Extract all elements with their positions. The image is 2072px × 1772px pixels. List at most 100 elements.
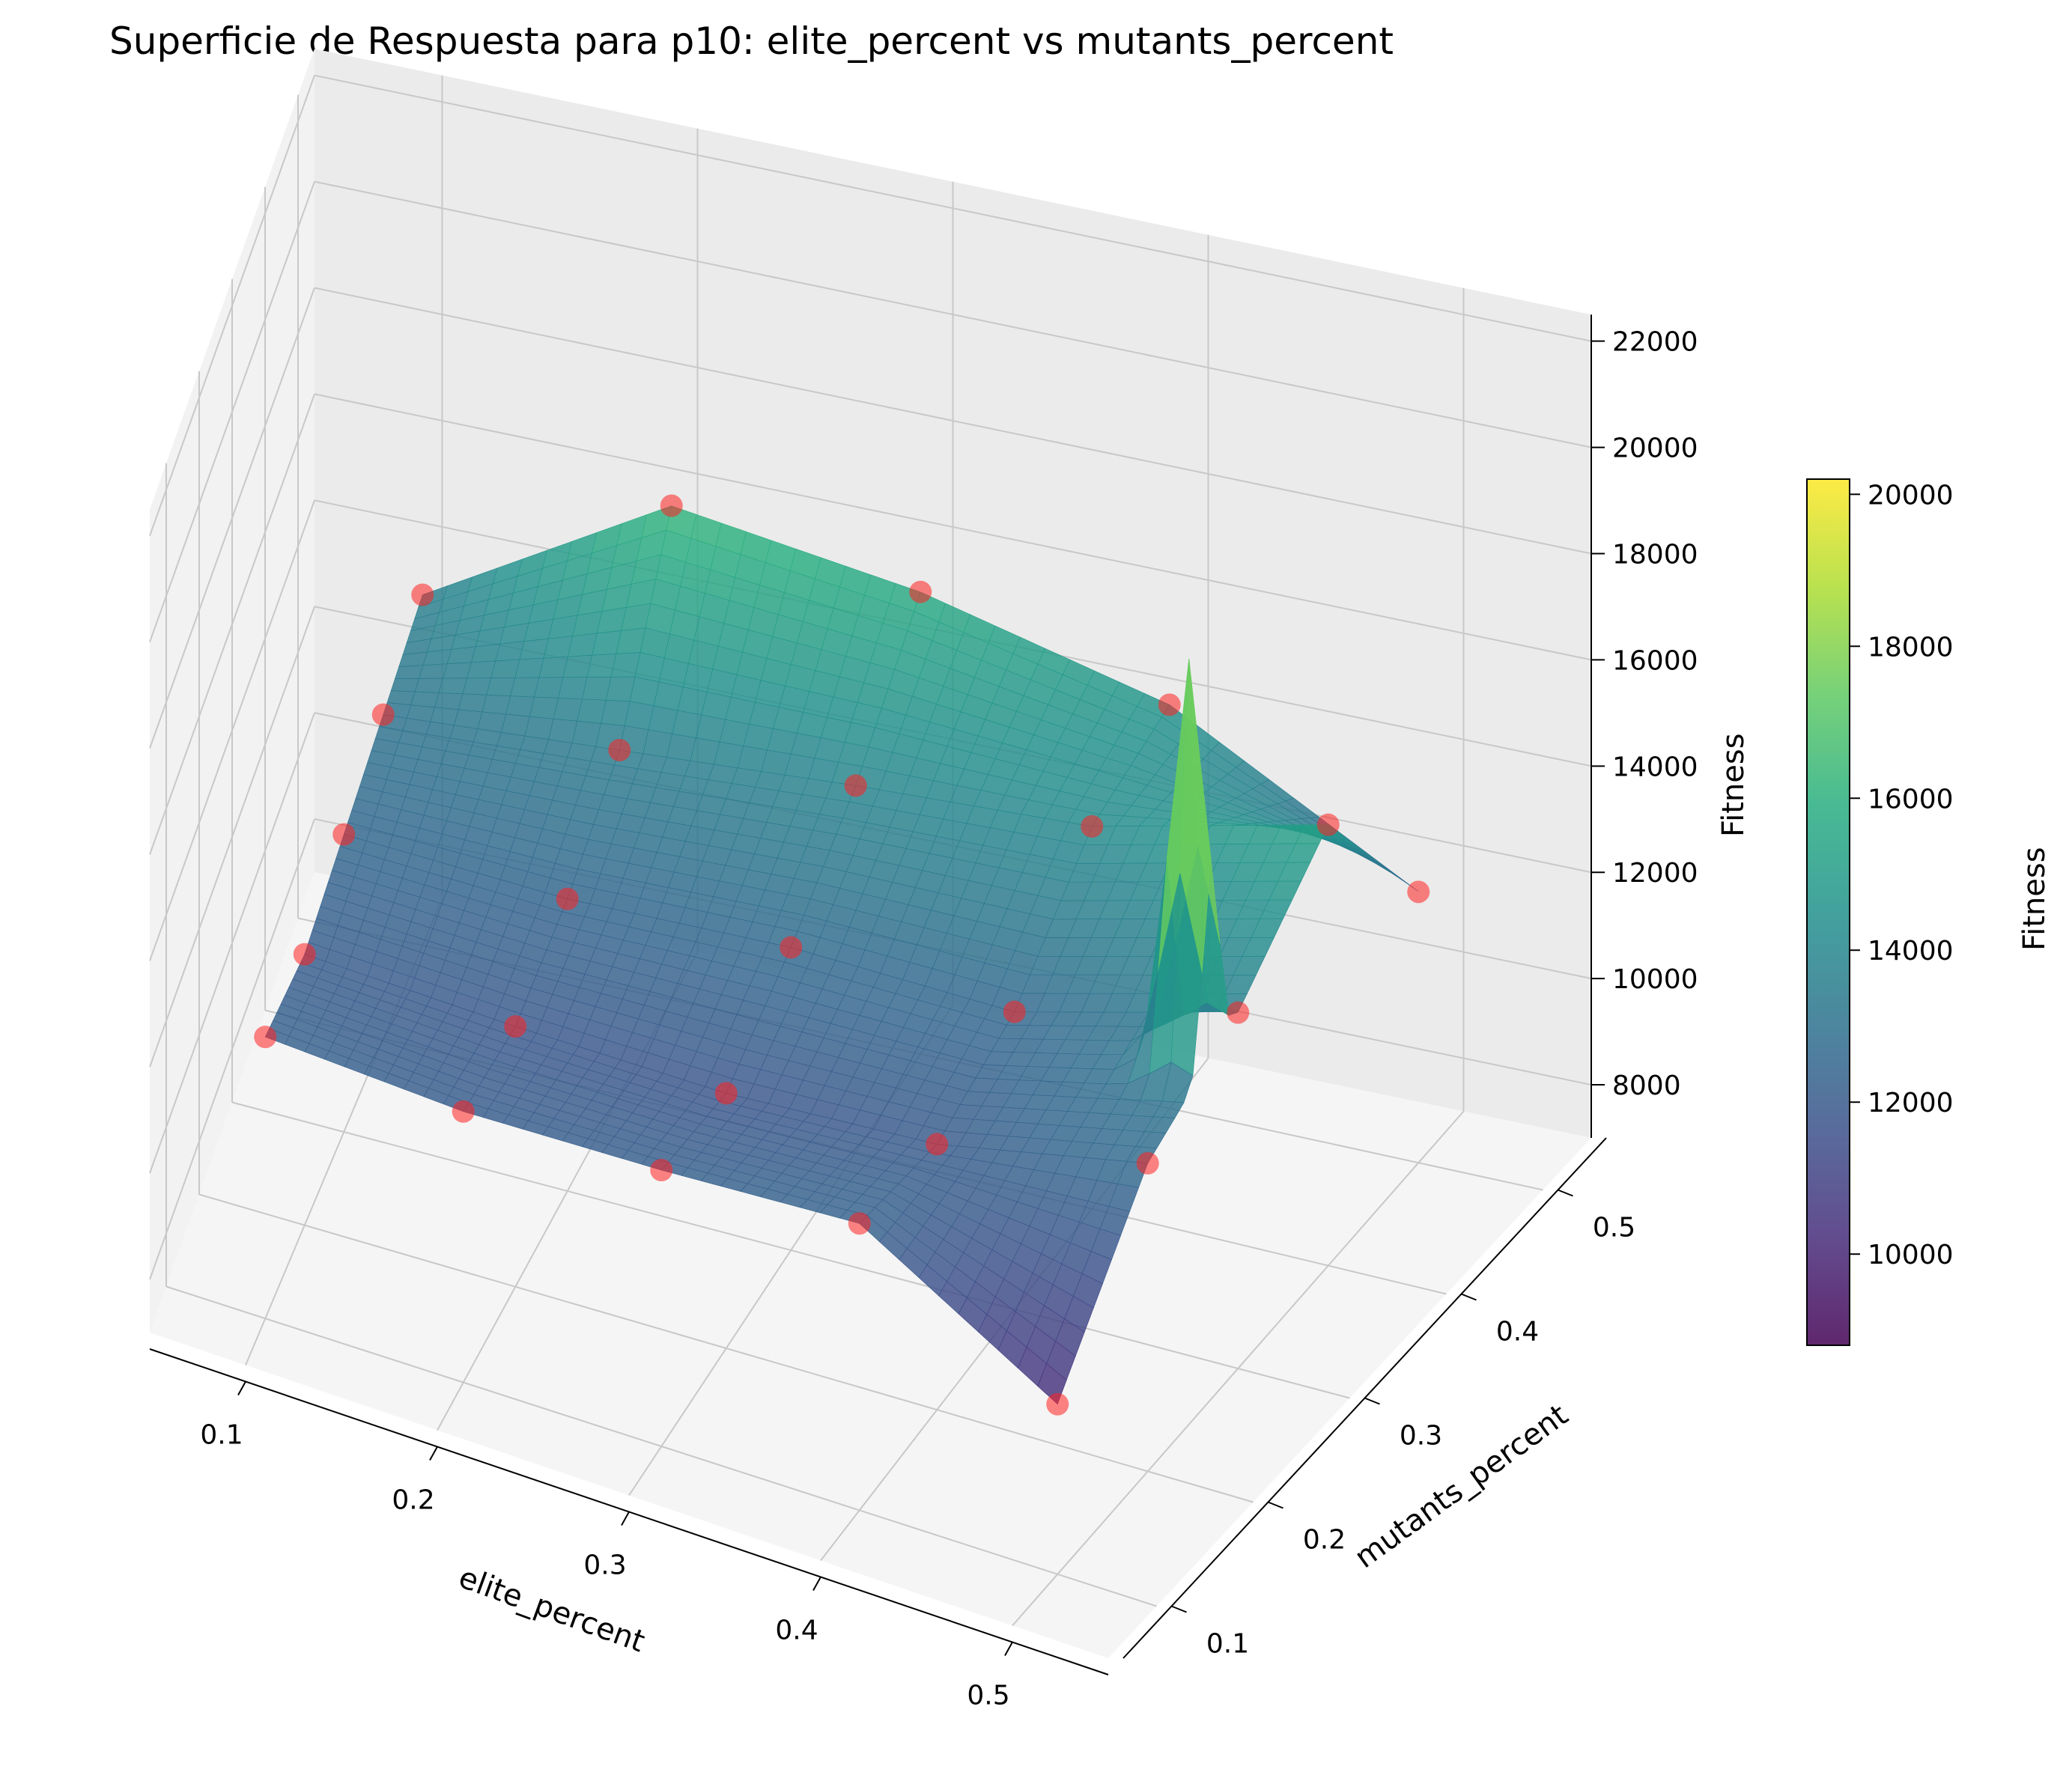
x-tick-label: 0.2 bbox=[392, 1485, 434, 1516]
colorbar-gradient bbox=[1806, 478, 1850, 1346]
data-point bbox=[1003, 1000, 1026, 1023]
surface-facet bbox=[467, 660, 496, 679]
surface-facet bbox=[458, 693, 487, 713]
grid-line bbox=[149, 818, 315, 1280]
surface-facet bbox=[390, 678, 419, 692]
y-tick-label: 0.1 bbox=[1206, 1629, 1249, 1660]
x-tick-label: 0.5 bbox=[967, 1681, 1009, 1711]
x-tick bbox=[621, 1511, 630, 1526]
colorbar-tick-label: 18000 bbox=[1868, 632, 1954, 663]
surface-facet bbox=[490, 659, 520, 678]
colorbar: 10000 12000 14000 16000 18000 20000 bbox=[1806, 478, 1954, 1346]
grid-line bbox=[149, 606, 315, 1068]
y-tick-label: 0.3 bbox=[1400, 1421, 1442, 1452]
y-tick bbox=[1268, 1501, 1283, 1509]
colorbar-tick-label: 14000 bbox=[1868, 936, 1954, 966]
axes: 0.1 0.2 0.3 0.4 0.5 0.1 0.2 0.3 0.4 0.5 8000 10000 1… bbox=[149, 314, 1698, 1711]
grid-line bbox=[314, 180, 1592, 448]
colorbar-label: Fitness bbox=[2017, 847, 2052, 951]
grid-line bbox=[165, 1285, 1157, 1607]
colorbar-tick-label: 16000 bbox=[1868, 784, 1954, 815]
response-surface bbox=[264, 505, 1419, 1405]
data-point bbox=[608, 738, 631, 761]
y-tick-label: 0.4 bbox=[1496, 1317, 1539, 1348]
data-point bbox=[1158, 693, 1181, 716]
y-tick bbox=[1171, 1605, 1187, 1613]
surface-facet bbox=[410, 691, 440, 708]
data-point bbox=[1136, 1151, 1159, 1175]
data-point bbox=[332, 823, 356, 846]
grid-line bbox=[149, 499, 315, 961]
x-tick bbox=[812, 1577, 821, 1591]
y-tick bbox=[1558, 1189, 1573, 1197]
surface-facet bbox=[524, 716, 554, 740]
z-tick-label: 12000 bbox=[1612, 858, 1698, 889]
surface-facet bbox=[481, 694, 511, 715]
surface-facet bbox=[510, 677, 540, 698]
data-point bbox=[1316, 813, 1340, 836]
surface-facet bbox=[443, 662, 472, 679]
z-tick-label: 18000 bbox=[1612, 539, 1698, 570]
data-point bbox=[254, 1026, 277, 1049]
x-tick-label: 0.3 bbox=[583, 1550, 626, 1581]
z-axis-label: Fitness bbox=[1716, 733, 1751, 837]
colorbar-tick-label: 20000 bbox=[1868, 480, 1954, 511]
data-point bbox=[926, 1133, 949, 1156]
data-point bbox=[1407, 880, 1430, 904]
data-point bbox=[1227, 1001, 1250, 1024]
surface-facet bbox=[395, 665, 424, 679]
surface-facet bbox=[438, 678, 468, 695]
data-point bbox=[504, 1015, 527, 1038]
grid-line bbox=[149, 394, 315, 855]
colorbar-tick-label: 12000 bbox=[1868, 1088, 1954, 1118]
y-tick bbox=[1364, 1397, 1380, 1405]
x-tick-label: 0.4 bbox=[775, 1616, 818, 1646]
surface-facet bbox=[462, 678, 492, 695]
grid-line bbox=[149, 181, 315, 642]
data-point bbox=[1081, 815, 1104, 838]
data-point bbox=[780, 936, 803, 959]
x-tick bbox=[1004, 1642, 1013, 1656]
data-point bbox=[452, 1100, 475, 1123]
data-point bbox=[1046, 1392, 1069, 1416]
grid-line bbox=[231, 1101, 1350, 1399]
surface-facet bbox=[414, 678, 444, 693]
grid-line bbox=[314, 287, 1592, 555]
x-tick bbox=[237, 1381, 246, 1395]
surface-facet bbox=[501, 713, 530, 737]
grid-line bbox=[198, 1193, 1254, 1503]
data-point bbox=[660, 494, 683, 517]
y-tick-label: 0.2 bbox=[1303, 1525, 1346, 1556]
chart-title: Superficie de Respuesta para p10: elite_… bbox=[109, 19, 1394, 63]
z-tick-label: 20000 bbox=[1612, 433, 1698, 464]
data-point bbox=[650, 1159, 673, 1182]
surface-facet bbox=[505, 695, 535, 717]
grid-line bbox=[314, 74, 1592, 342]
data-point bbox=[411, 583, 434, 606]
y-tick-label: 0.5 bbox=[1593, 1213, 1635, 1243]
y-axis-label: mutants_percent bbox=[1349, 1398, 1575, 1575]
z-tick-label: 14000 bbox=[1612, 752, 1698, 782]
surface-facet bbox=[386, 690, 416, 705]
data-point bbox=[714, 1082, 738, 1105]
surface-facet bbox=[434, 692, 464, 710]
data-point bbox=[909, 580, 932, 603]
y-tick bbox=[1461, 1293, 1477, 1301]
data-point bbox=[848, 1212, 871, 1235]
surface-facet bbox=[446, 646, 476, 665]
grid-line bbox=[314, 393, 1592, 661]
surface-facet bbox=[486, 677, 516, 696]
x-tick-label: 0.1 bbox=[200, 1420, 243, 1451]
data-point bbox=[844, 774, 867, 797]
data-point bbox=[371, 703, 395, 726]
data-point bbox=[556, 887, 579, 910]
z-tick-label: 22000 bbox=[1612, 327, 1698, 358]
x-tick bbox=[429, 1446, 438, 1461]
grid-line bbox=[149, 75, 315, 537]
data-point bbox=[293, 943, 316, 966]
z-tick-label: 10000 bbox=[1612, 964, 1698, 995]
colorbar-tick-label: 10000 bbox=[1868, 1240, 1954, 1270]
grid-line bbox=[149, 712, 315, 1174]
